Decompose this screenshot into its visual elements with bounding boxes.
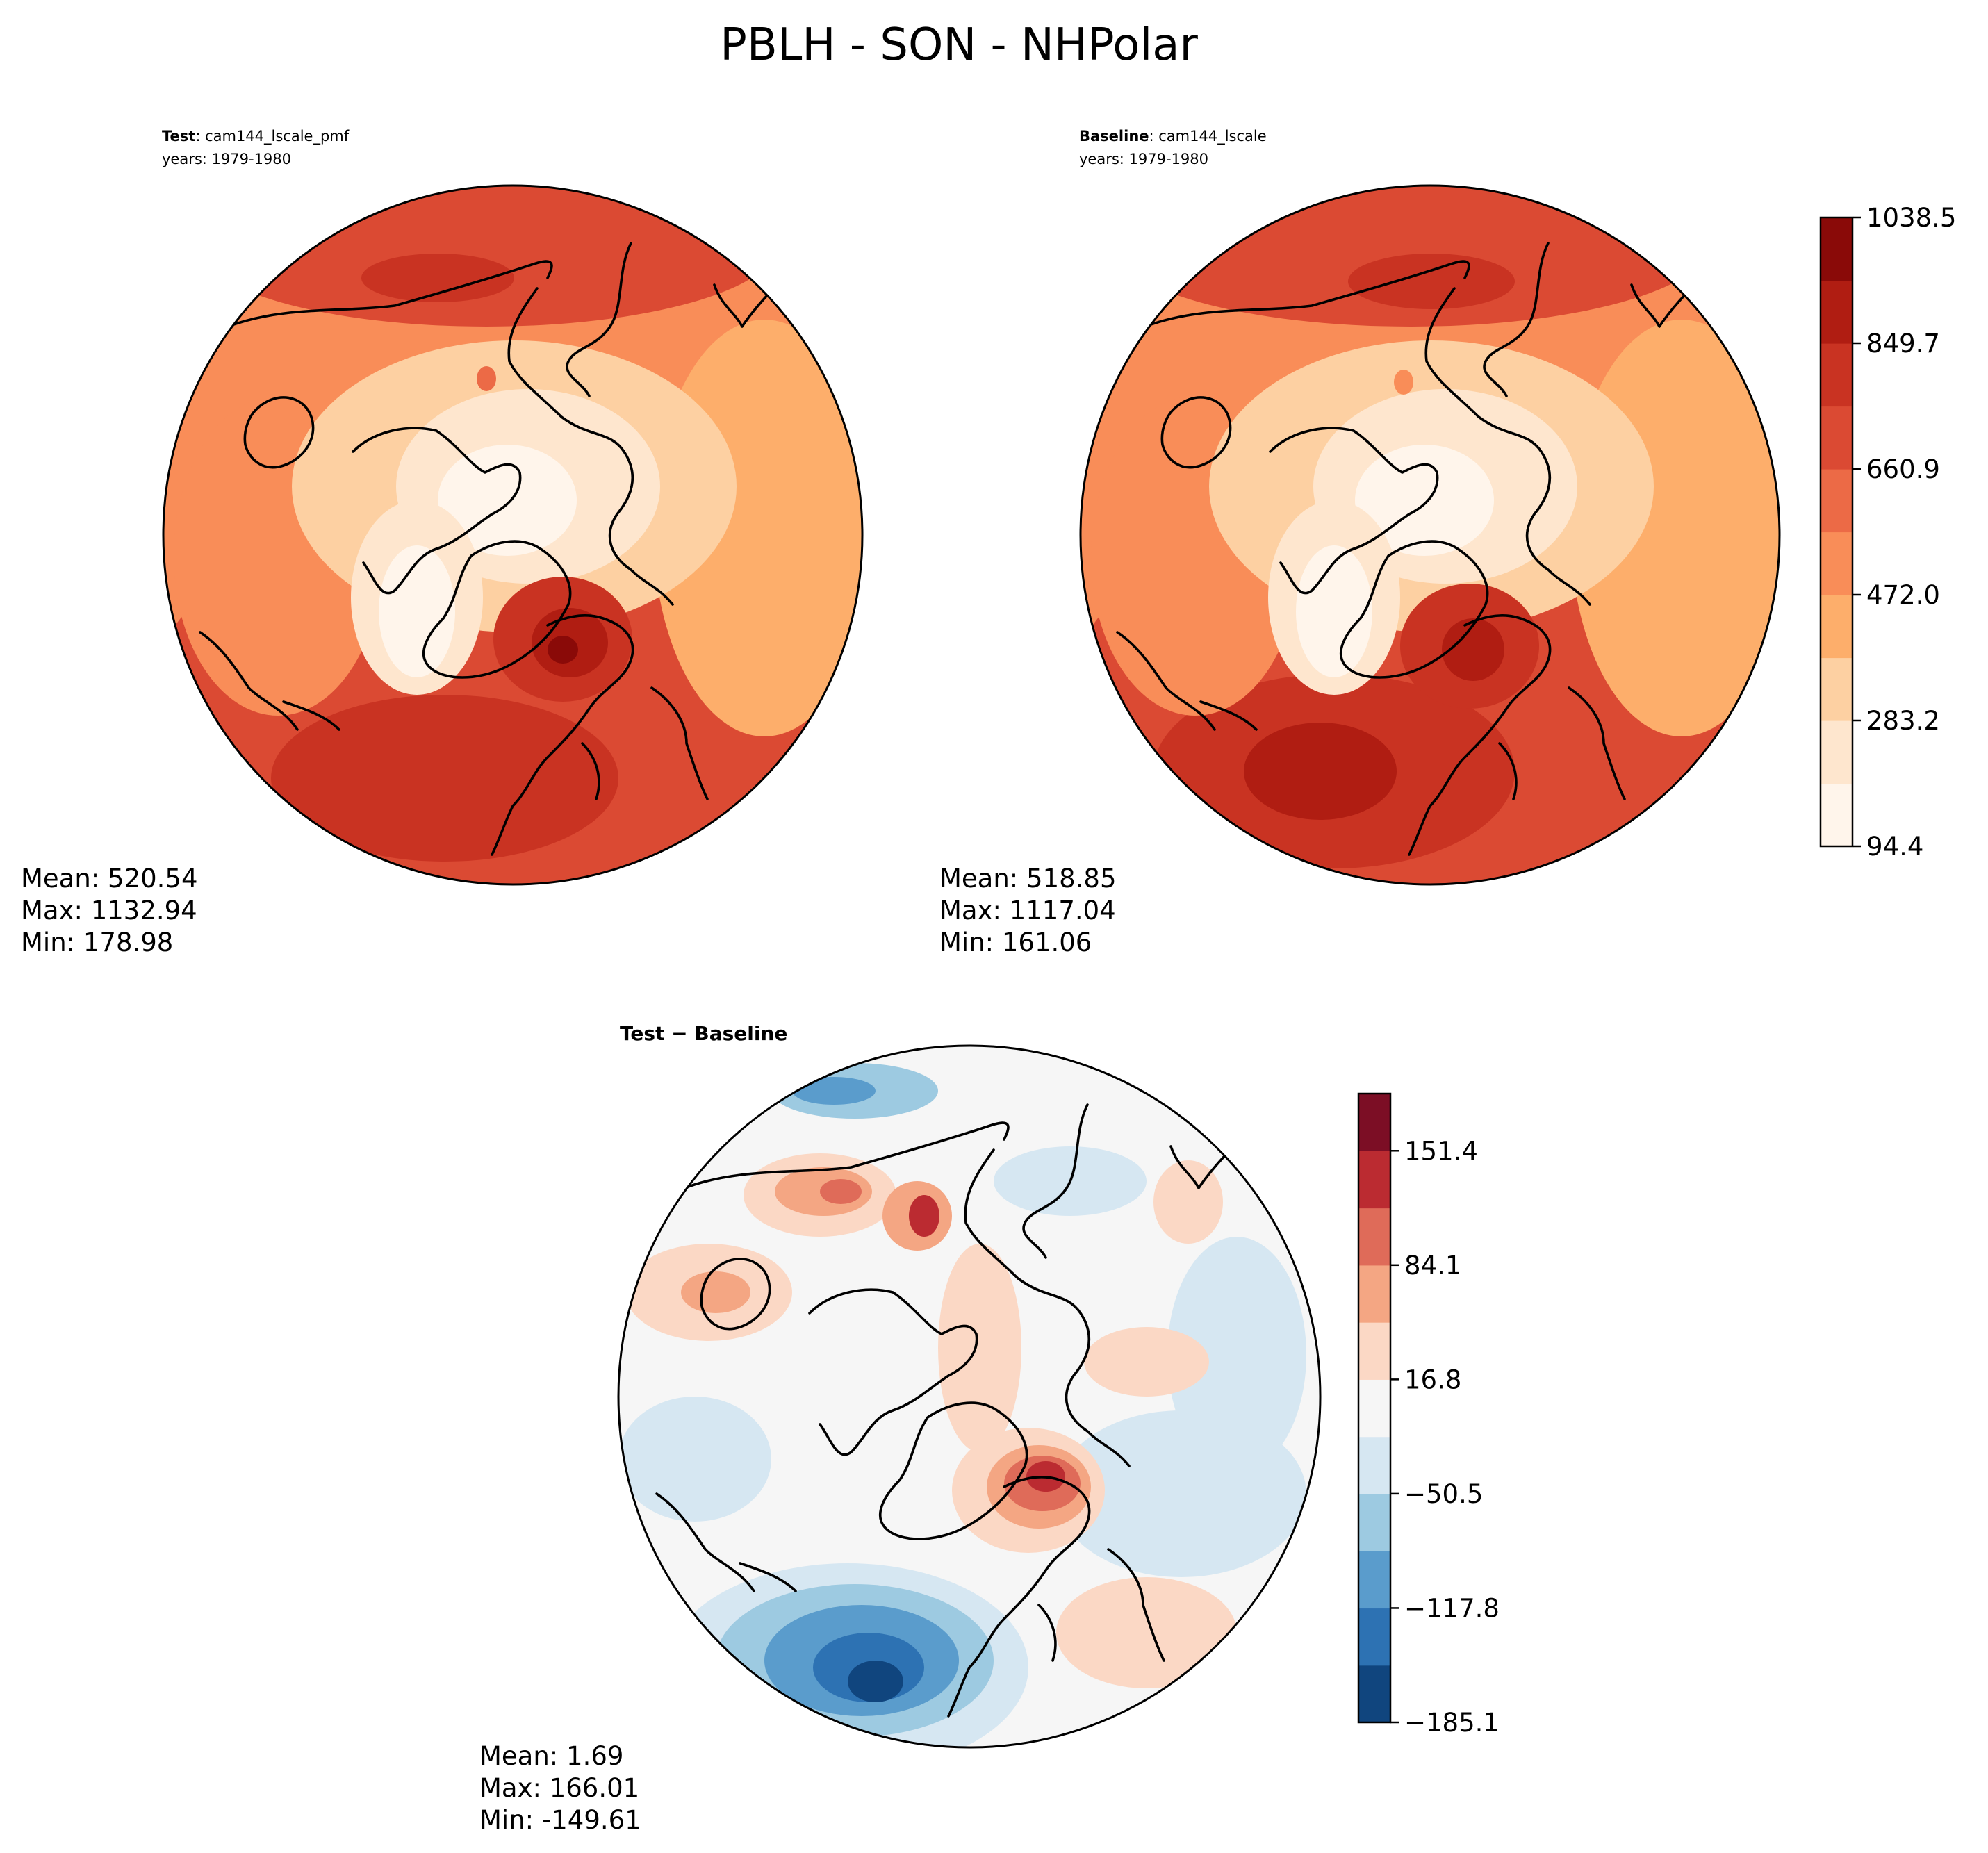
colorbar-diff-frame xyxy=(1357,1092,1392,1724)
baseline-years: years: 1979-1980 xyxy=(1079,151,1208,167)
diff-min: Min: -149.61 xyxy=(479,1805,641,1835)
colorbar-diff-segment xyxy=(1358,1551,1390,1609)
colorbar-diff-segment xyxy=(1358,1379,1390,1438)
colorbar-diff-segment xyxy=(1358,1608,1390,1666)
test-label-case: : cam144_lscale_pmf xyxy=(195,128,349,145)
panel-baseline: Baseline: cam144_lscale years: 1979-1980… xyxy=(939,128,1781,957)
colorbar-diff-tick-label: 16.8 xyxy=(1404,1365,1461,1394)
colorbar-diff-segment xyxy=(1358,1322,1390,1380)
colorbar-diff-tick-label: 84.1 xyxy=(1404,1251,1461,1280)
colorbar-main-tick-label: 94.4 xyxy=(1866,832,1923,862)
colorbar-main-tick-label: 472.0 xyxy=(1866,580,1940,610)
colorbar-diff-tick-label: 151.4 xyxy=(1404,1136,1478,1166)
colorbar-diff-tick-label: −117.8 xyxy=(1404,1593,1500,1623)
colorbar-diff-segment xyxy=(1358,1665,1390,1723)
colorbar-diff-tick-label: −50.5 xyxy=(1404,1479,1483,1509)
test-min: Min: 178.98 xyxy=(21,928,173,957)
colorbar-diff-segment xyxy=(1358,1265,1390,1323)
diff-map-border xyxy=(617,1044,1322,1749)
test-label-bold: Test xyxy=(162,128,195,145)
test-map xyxy=(163,186,862,884)
baseline-max: Max: 1117.04 xyxy=(939,896,1116,925)
colorbar-diff-segment xyxy=(1358,1208,1390,1266)
baseline-label-case: : cam144_lscale xyxy=(1149,128,1267,145)
diff-max: Max: 166.01 xyxy=(479,1773,639,1803)
colorbar-main-segment xyxy=(1821,720,1853,784)
colorbar-main-segment xyxy=(1821,783,1853,847)
colorbar-diff-segment xyxy=(1358,1094,1390,1151)
colorbar-main-segment xyxy=(1821,280,1853,344)
colorbar-main-segment xyxy=(1821,406,1853,470)
diff-mean: Mean: 1.69 xyxy=(479,1741,623,1771)
baseline-label: Baseline: cam144_lscale xyxy=(1079,128,1267,145)
colorbar-diff-segment xyxy=(1358,1436,1390,1494)
colorbar-main: 94.4 283.2 472.0 660.9 849.7 1038.5 xyxy=(1819,203,1956,862)
colorbar-diff-segment xyxy=(1358,1151,1390,1209)
test-map-border xyxy=(162,184,864,886)
colorbar-main-frame xyxy=(1819,216,1854,848)
colorbar-main-tick-label: 660.9 xyxy=(1866,454,1940,484)
colorbar-main-tick-label: 283.2 xyxy=(1866,706,1940,736)
baseline-mean: Mean: 518.85 xyxy=(939,864,1117,893)
colorbar-main-segment xyxy=(1821,343,1853,407)
colorbar-main-segment xyxy=(1821,469,1853,533)
colorbar-main-tick-label: 1038.5 xyxy=(1866,203,1956,233)
colorbar-main-tick-label: 849.7 xyxy=(1866,329,1940,359)
colorbar-diff-tick-label: −185.1 xyxy=(1404,1708,1500,1738)
figure-title: PBLH - SON - NHPolar xyxy=(720,19,1198,71)
test-label: Test: cam144_lscale_pmf xyxy=(162,128,350,145)
baseline-label-bold: Baseline xyxy=(1079,128,1149,145)
panel-diff: Test − Baseline xyxy=(479,1022,1322,1835)
test-max: Max: 1132.94 xyxy=(21,896,197,925)
baseline-min: Min: 161.06 xyxy=(939,928,1092,957)
test-mean: Mean: 520.54 xyxy=(21,864,198,893)
test-years: years: 1979-1980 xyxy=(162,151,291,167)
baseline-map-border xyxy=(1079,184,1781,886)
colorbar-main-segment xyxy=(1821,217,1853,281)
colorbar-main-segment xyxy=(1821,657,1853,721)
colorbar-diff-segment xyxy=(1358,1493,1390,1551)
diff-title: Test − Baseline xyxy=(620,1022,787,1045)
diff-map xyxy=(618,1046,1320,1747)
colorbar-diff: −185.1 −117.8 −50.5 16.8 84.1 151.4 xyxy=(1357,1092,1500,1738)
panel-test: Test: cam144_lscale_pmf years: 1979-1980… xyxy=(21,128,864,957)
baseline-map xyxy=(1081,186,1780,884)
colorbar-main-segment xyxy=(1821,532,1853,595)
colorbar-main-segment xyxy=(1821,595,1853,659)
